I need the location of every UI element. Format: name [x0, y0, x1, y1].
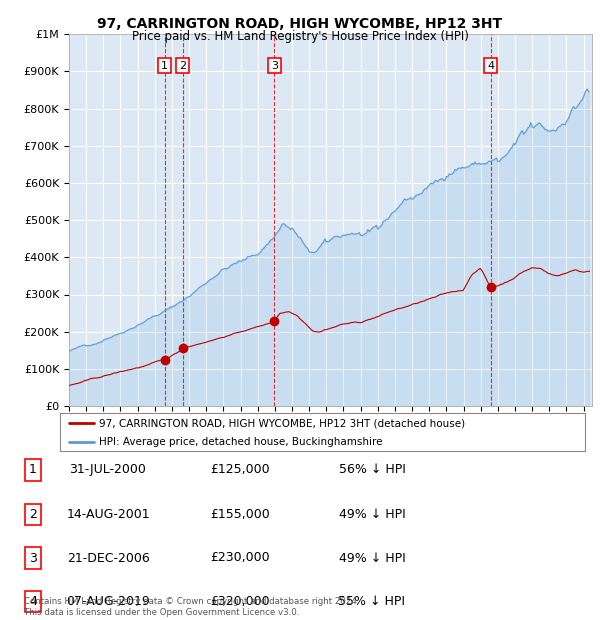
- Text: Price paid vs. HM Land Registry's House Price Index (HPI): Price paid vs. HM Land Registry's House …: [131, 30, 469, 43]
- Text: Contains HM Land Registry data © Crown copyright and database right 2024.
This d: Contains HM Land Registry data © Crown c…: [24, 598, 359, 617]
- Text: 07-AUG-2019: 07-AUG-2019: [66, 595, 150, 608]
- Text: 55% ↓ HPI: 55% ↓ HPI: [338, 595, 406, 608]
- Text: HPI: Average price, detached house, Buckinghamshire: HPI: Average price, detached house, Buck…: [100, 436, 383, 447]
- Text: £320,000: £320,000: [210, 595, 270, 608]
- Text: 4: 4: [487, 61, 494, 71]
- Text: 21-DEC-2006: 21-DEC-2006: [67, 552, 149, 564]
- Text: £230,000: £230,000: [210, 552, 270, 564]
- Text: £125,000: £125,000: [210, 464, 270, 476]
- Text: 3: 3: [29, 552, 37, 564]
- Text: 1: 1: [161, 61, 168, 71]
- Text: 97, CARRINGTON ROAD, HIGH WYCOMBE, HP12 3HT: 97, CARRINGTON ROAD, HIGH WYCOMBE, HP12 …: [97, 17, 503, 32]
- Text: 4: 4: [29, 595, 37, 608]
- Text: 2: 2: [29, 508, 37, 521]
- Text: 31-JUL-2000: 31-JUL-2000: [70, 464, 146, 476]
- Text: 3: 3: [271, 61, 278, 71]
- Text: 2: 2: [179, 61, 186, 71]
- Text: 1: 1: [29, 464, 37, 476]
- Text: 14-AUG-2001: 14-AUG-2001: [66, 508, 150, 521]
- Text: 97, CARRINGTON ROAD, HIGH WYCOMBE, HP12 3HT (detached house): 97, CARRINGTON ROAD, HIGH WYCOMBE, HP12 …: [100, 418, 466, 428]
- Text: 49% ↓ HPI: 49% ↓ HPI: [338, 508, 406, 521]
- Text: 49% ↓ HPI: 49% ↓ HPI: [338, 552, 406, 564]
- Text: £155,000: £155,000: [210, 508, 270, 521]
- Text: 56% ↓ HPI: 56% ↓ HPI: [338, 464, 406, 476]
